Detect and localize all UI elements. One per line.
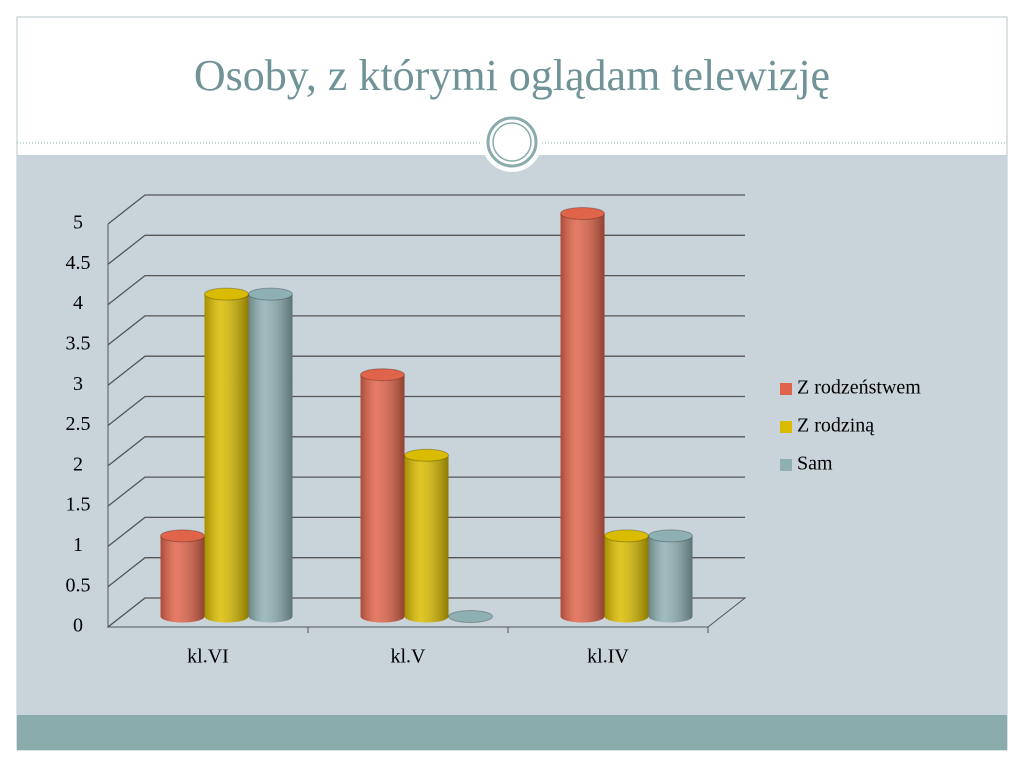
x-tick-label: kl.V: [391, 646, 427, 668]
x-tick-label: kl.VI: [187, 646, 229, 668]
grid-line: [107, 557, 745, 588]
cylinder-shade: [648, 535, 693, 623]
cylinder-top: [604, 529, 649, 543]
y-tick-label: 2: [73, 453, 83, 475]
grid-line: [107, 597, 745, 628]
cylinder-shade: [360, 374, 405, 623]
bar: [248, 287, 293, 623]
cylinder-shade: [404, 455, 449, 623]
grid-line: [107, 436, 745, 467]
legend-label: Z rodzeństwem: [797, 377, 921, 399]
cylinder-top: [448, 610, 493, 623]
ornament-ring: [486, 116, 538, 168]
ornament-outer: [482, 112, 542, 172]
footer-band: [17, 715, 1007, 750]
cylinder-shade: [160, 535, 205, 623]
cylinder-top: [204, 287, 249, 301]
grid-line: [107, 274, 745, 306]
legend-swatch: [780, 421, 792, 433]
cylinder-shade: [560, 213, 605, 623]
y-tick-label: 5: [73, 212, 83, 234]
y-tick-label: 3.5: [66, 332, 91, 354]
bar: [160, 529, 205, 623]
cylinder-top: [560, 207, 605, 220]
cylinder-top: [404, 448, 449, 462]
x-tick-label: kl.IV: [587, 646, 629, 668]
legend-label: Z rodziną: [797, 415, 875, 437]
y-tick-label: 1.5: [66, 494, 91, 516]
grid-line: [107, 194, 745, 225]
y-tick-label: 0: [73, 615, 83, 637]
bar: [448, 610, 493, 623]
grid-line: [107, 355, 745, 386]
cylinder-shade: [204, 294, 249, 623]
legend-swatch: [780, 459, 792, 471]
grid-line: [107, 395, 745, 427]
cylinder-top: [248, 287, 293, 301]
cylinder-shade: [248, 294, 293, 623]
legend-swatch: [780, 383, 792, 395]
cylinder-shade: [604, 535, 649, 623]
bar: [648, 529, 693, 623]
y-tick-label: 2.5: [66, 413, 91, 435]
bar: [560, 207, 605, 623]
cylinder-top: [160, 529, 205, 543]
ornament-inner: [492, 122, 532, 162]
grid-line: [107, 516, 745, 547]
cylinder-top: [360, 368, 405, 382]
grid-line: [107, 476, 745, 507]
y-tick-label: 0.5: [66, 574, 91, 596]
bar: [404, 448, 449, 623]
bar: [604, 529, 649, 623]
y-tick-label: 4: [73, 292, 83, 314]
cylinder-top: [648, 529, 693, 543]
chart-title: Osoby, z którymi oglądam telewizję: [194, 51, 830, 100]
grid-line: [107, 315, 745, 346]
bar: [360, 368, 405, 623]
grid-line: [107, 234, 745, 265]
bar: [204, 287, 249, 623]
y-tick-label: 3: [73, 373, 83, 395]
y-tick-label: 1: [73, 534, 83, 556]
y-tick-label: 4.5: [66, 252, 91, 274]
legend-label: Sam: [797, 453, 833, 475]
